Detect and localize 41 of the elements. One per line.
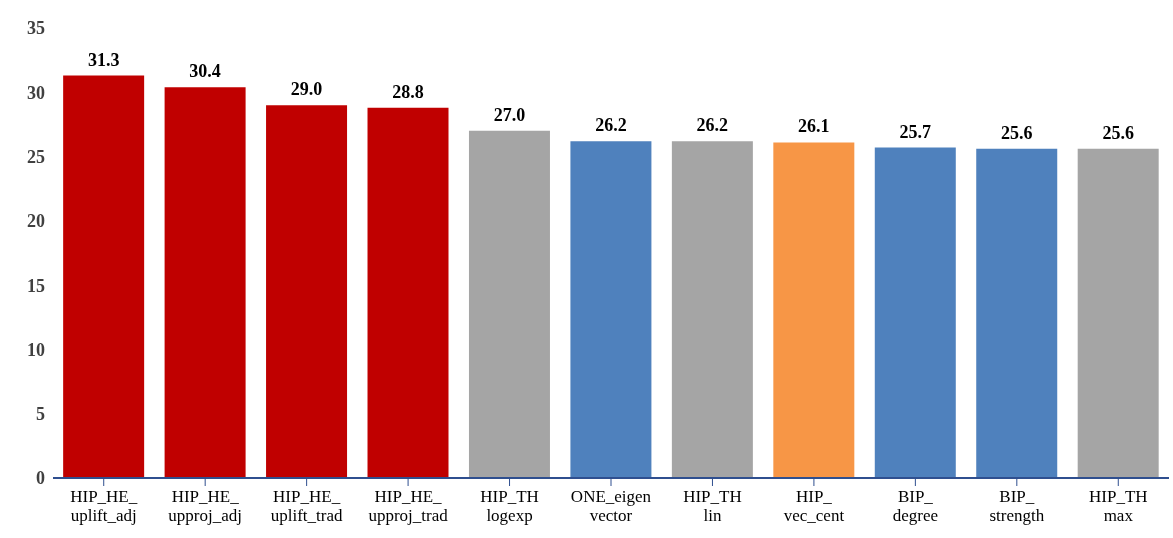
x-tick-label: HIP_TH logexp bbox=[480, 487, 539, 525]
x-tick-label: BIP_ strength bbox=[989, 487, 1045, 525]
y-tick-label: 15 bbox=[27, 275, 45, 296]
data-label: 26.1 bbox=[798, 116, 830, 137]
y-tick-label: 25 bbox=[27, 146, 45, 167]
bar bbox=[773, 142, 855, 478]
data-label: 30.4 bbox=[189, 61, 221, 82]
bar bbox=[1077, 148, 1159, 478]
x-tick-label: HIP_HE_ uplift_trad bbox=[270, 487, 344, 525]
x-tick-label: HIP_HE_ upproj_trad bbox=[368, 487, 449, 525]
y-tick-label: 0 bbox=[36, 468, 45, 489]
x-tick-label: ONE_eigen vector bbox=[570, 487, 652, 525]
x-tick-label: HIP_HE_ uplift_adj bbox=[70, 487, 138, 525]
y-tick-label: 35 bbox=[27, 18, 45, 39]
data-label: 31.3 bbox=[87, 49, 120, 70]
data-label: 26.2 bbox=[696, 115, 729, 136]
bar bbox=[266, 105, 348, 478]
data-label: 25.7 bbox=[899, 121, 932, 142]
bar bbox=[874, 147, 956, 478]
y-tick-label: 10 bbox=[27, 339, 45, 360]
x-tick-label: HIP_TH max bbox=[1088, 487, 1148, 525]
bar bbox=[976, 148, 1058, 478]
x-tick-label: HIP_TH lin bbox=[683, 487, 742, 525]
bar bbox=[367, 107, 449, 478]
bar bbox=[164, 87, 246, 478]
bar bbox=[63, 75, 145, 478]
x-tick-label: BIP_ degree bbox=[892, 487, 939, 525]
data-label: 29.0 bbox=[290, 79, 323, 100]
y-tick-label: 20 bbox=[27, 211, 45, 232]
x-tick-label: HIP_HE_ upproj_adj bbox=[168, 487, 243, 525]
data-label: 28.8 bbox=[392, 81, 424, 102]
y-tick-label: 5 bbox=[36, 404, 45, 425]
bar bbox=[468, 130, 550, 478]
data-label: 25.6 bbox=[1000, 122, 1033, 143]
x-tick-label: HIP_ vec_cent bbox=[783, 487, 845, 525]
data-label: 26.2 bbox=[595, 115, 627, 136]
bar bbox=[671, 141, 753, 478]
bar bbox=[570, 141, 652, 478]
y-tick-label: 30 bbox=[27, 82, 45, 103]
data-label: 27.0 bbox=[493, 104, 526, 125]
data-label: 25.6 bbox=[1102, 122, 1134, 143]
